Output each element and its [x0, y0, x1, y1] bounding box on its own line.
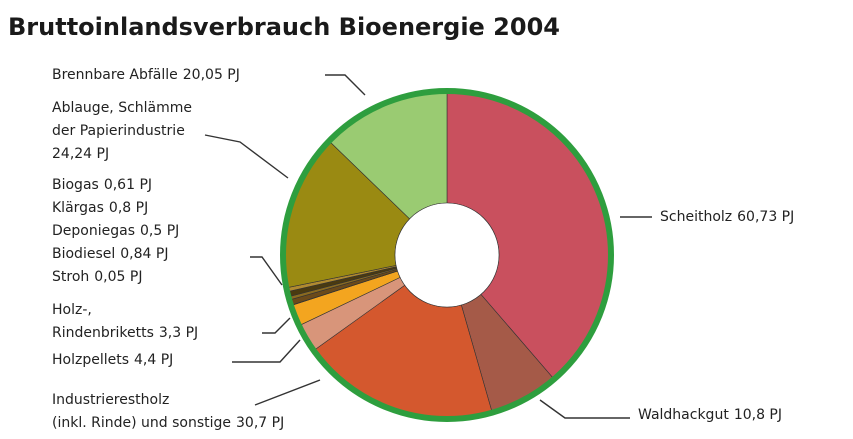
value-label: 30,7 PJ — [236, 415, 284, 431]
value-label: 0,8 PJ — [109, 200, 148, 216]
value-label: 0,61 PJ — [104, 177, 152, 193]
slice-label: Waldhackgut — [638, 407, 729, 423]
leader-line — [232, 339, 301, 363]
leader-line — [325, 74, 366, 96]
ring — [280, 88, 614, 422]
label-line: Waldhackgut — [638, 407, 729, 423]
leader-line — [204, 134, 289, 179]
value-label: 0,05 PJ — [94, 269, 142, 285]
value-label: 20,05 PJ — [183, 67, 240, 83]
slice-label: Deponiegas — [52, 223, 135, 239]
label-line: Biogas — [52, 177, 99, 193]
slice-label: Brennbare Abfälle — [52, 67, 178, 83]
slice-label: Ablauge, Schlämme der Papierindustrie — [52, 100, 192, 139]
slice-label: Biogas — [52, 177, 99, 193]
label-line: Industrierestholz — [52, 392, 169, 408]
slice-label: Klärgas — [52, 200, 104, 216]
leader-line — [539, 399, 630, 419]
value-label: 60,73 PJ — [737, 209, 794, 225]
value-label: 24,24 PJ — [52, 146, 109, 162]
slice-label: Industrierestholz (inkl. Rinde) und sonst… — [52, 392, 231, 431]
label-line: Holz-, — [52, 302, 92, 318]
label-line: (inkl. Rinde) und sonstige — [52, 415, 231, 431]
label-line: Brennbare Abfälle — [52, 67, 178, 83]
slice-label: Holz-, Rindenbriketts — [52, 302, 154, 341]
label-line: Rindenbriketts — [52, 325, 154, 341]
label-line: Stroh — [52, 269, 89, 285]
leader-line — [250, 256, 283, 286]
label-line: Klärgas — [52, 200, 104, 216]
slice-label: Scheitholz — [660, 209, 732, 225]
label-line: Ablauge, Schlämme — [52, 100, 192, 116]
value-label: 10,8 PJ — [734, 407, 782, 423]
value-label: 3,3 PJ — [159, 325, 198, 341]
label-line: Deponiegas — [52, 223, 135, 239]
value-label: 0,5 PJ — [140, 223, 179, 239]
value-label: 4,4 PJ — [134, 352, 173, 368]
chart-title: Bruttoinlandsverbrauch Bioenergie 2004 — [8, 13, 560, 41]
value-label: 0,84 PJ — [120, 246, 168, 262]
label-line: Holzpellets — [52, 352, 129, 368]
hole — [394, 202, 500, 308]
slice-label: Stroh — [52, 269, 89, 285]
slice-label: Biodiesel — [52, 246, 115, 262]
label-line: der Papierindustrie — [52, 123, 185, 139]
label-line: Scheitholz — [660, 209, 732, 225]
slice-label: Holzpellets — [52, 352, 129, 368]
leader-line — [254, 379, 321, 406]
label-line: Biodiesel — [52, 246, 115, 262]
leader-line — [262, 317, 291, 334]
